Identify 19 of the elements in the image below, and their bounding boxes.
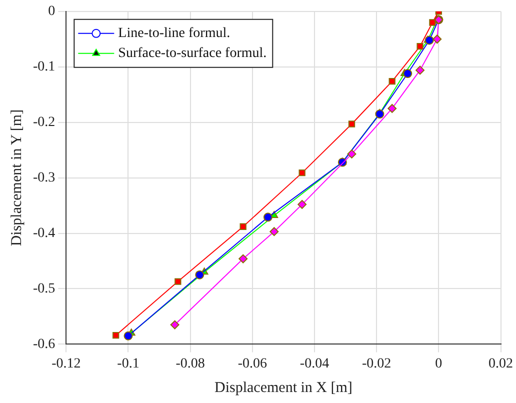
legend-label: Line-to-line formul. xyxy=(118,26,230,42)
x-tick-label: 0.02 xyxy=(488,356,513,372)
x-tick-label: 0 xyxy=(435,356,442,372)
x-tick-label: -0.02 xyxy=(362,356,392,372)
x-tick-label: -0.1 xyxy=(117,356,140,372)
x-tick-label: -0.06 xyxy=(238,356,267,372)
x-tick-label: -0.04 xyxy=(300,356,330,372)
y-tick-label: -0.4 xyxy=(32,226,56,241)
x-tick-label: -0.08 xyxy=(176,356,205,372)
y-tick-label: -0.5 xyxy=(32,281,56,296)
legend-label: Surface-to-surface formul. xyxy=(118,46,267,62)
y-axis-title: Displacement in Y [m] xyxy=(8,109,25,246)
x-tick-label: -0.12 xyxy=(52,356,81,372)
x-axis-title: Displacement in X [m] xyxy=(214,380,352,396)
y-tick-label: -0.1 xyxy=(32,60,56,75)
y-tick-label: -0.2 xyxy=(32,115,56,130)
y-tick-label: -0.6 xyxy=(32,336,56,352)
y-tick-label: -0.3 xyxy=(32,170,56,186)
y-tick-label: 0 xyxy=(48,4,56,20)
